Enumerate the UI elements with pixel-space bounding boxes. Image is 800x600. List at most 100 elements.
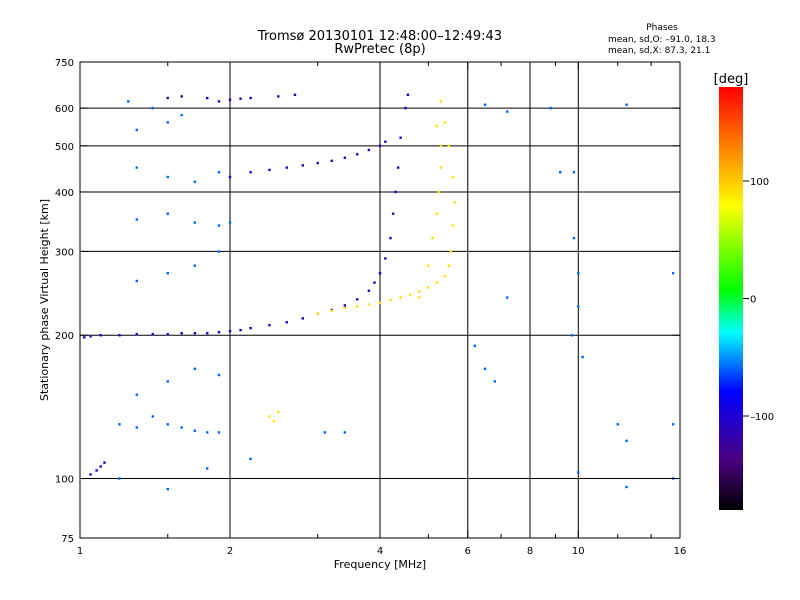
chart-title-line2: RwPretec (8p) <box>334 42 425 57</box>
x-axis-label: Frequency [MHz] <box>334 558 426 571</box>
data-point <box>135 218 138 221</box>
y-tick-label: 300 <box>55 247 74 258</box>
data-point <box>193 180 197 184</box>
x-tick-label: 16 <box>674 546 687 557</box>
y-tick-label: 400 <box>55 188 74 199</box>
data-points <box>83 93 675 491</box>
data-point <box>180 95 183 98</box>
data-point <box>268 323 271 327</box>
x-tick-label: 6 <box>465 546 471 557</box>
data-point <box>268 415 271 418</box>
data-point <box>451 175 455 179</box>
y-tick-label: 200 <box>55 331 74 342</box>
data-point <box>166 333 169 336</box>
data-point <box>166 96 169 100</box>
data-point <box>355 153 359 156</box>
data-point <box>394 190 397 194</box>
data-point <box>228 98 232 101</box>
data-point <box>671 272 675 275</box>
data-point <box>625 103 628 106</box>
y-tick-label: 750 <box>55 58 74 69</box>
data-point <box>166 487 169 491</box>
data-point <box>577 272 580 275</box>
colorbar-label: [deg] <box>714 72 749 87</box>
data-point <box>447 264 451 267</box>
data-point <box>505 110 509 113</box>
data-point <box>378 272 382 275</box>
data-point <box>83 336 86 339</box>
phase-info-x: mean, sd,X: 87.3, 21.1 <box>608 46 710 56</box>
data-point <box>89 473 92 476</box>
data-point <box>205 431 209 434</box>
data-point <box>151 333 155 336</box>
data-point <box>249 96 252 100</box>
data-point <box>389 236 392 240</box>
data-point <box>89 335 92 338</box>
data-point <box>205 96 209 100</box>
data-point <box>378 144 382 148</box>
data-point <box>343 304 347 307</box>
data-point <box>572 171 576 174</box>
data-point <box>180 113 183 117</box>
data-point <box>355 305 359 308</box>
data-point <box>180 331 183 335</box>
y-axis-label: Stationary phase Virtual Height [km] <box>38 199 51 401</box>
data-point <box>316 312 319 315</box>
data-point <box>118 423 121 426</box>
data-point <box>483 103 487 106</box>
data-point <box>249 457 252 461</box>
data-point <box>249 171 252 174</box>
data-point <box>570 334 573 337</box>
data-point <box>217 373 221 377</box>
data-point <box>135 333 138 336</box>
data-point <box>135 128 138 132</box>
data-point <box>616 423 619 426</box>
data-point <box>572 236 576 240</box>
data-point <box>135 393 138 396</box>
data-point <box>151 106 155 110</box>
x-tick-label: 1 <box>77 546 83 557</box>
data-point <box>301 164 305 167</box>
data-point <box>493 380 497 383</box>
data-point <box>249 326 252 330</box>
colorbar-tick-label: –100 <box>750 412 774 423</box>
data-point <box>437 190 441 194</box>
data-point <box>449 250 453 253</box>
data-point <box>399 136 402 139</box>
data-point <box>367 289 371 292</box>
data-point <box>217 431 221 434</box>
data-point <box>285 321 288 324</box>
data-point <box>418 296 421 299</box>
colorbar-tick-label: 0 <box>750 295 756 306</box>
data-point <box>277 95 280 98</box>
data-point <box>99 465 102 468</box>
x-tick-label: 10 <box>572 546 585 557</box>
y-tick-label: 75 <box>61 534 74 545</box>
data-point <box>205 467 209 470</box>
data-point <box>343 431 347 434</box>
data-point <box>316 161 319 165</box>
data-point <box>439 100 443 103</box>
data-point <box>378 301 382 304</box>
data-point <box>404 106 407 110</box>
data-point <box>577 305 580 308</box>
data-point <box>293 93 297 96</box>
x-tick-label: 4 <box>377 546 383 557</box>
data-point <box>180 426 183 429</box>
data-point <box>217 330 221 334</box>
data-point <box>272 419 276 423</box>
data-point <box>431 236 434 240</box>
data-point <box>330 159 333 163</box>
data-point <box>483 367 487 371</box>
data-point <box>439 144 443 148</box>
data-point <box>399 296 402 299</box>
data-point <box>193 264 197 267</box>
data-point <box>127 100 130 103</box>
data-point <box>103 461 106 464</box>
data-point <box>239 328 242 332</box>
data-point <box>118 334 121 337</box>
chart-title-line1: Tromsø 20130101 12:48:00–12:49:43 <box>257 29 502 44</box>
data-point <box>135 279 138 283</box>
colorbar <box>719 87 743 510</box>
